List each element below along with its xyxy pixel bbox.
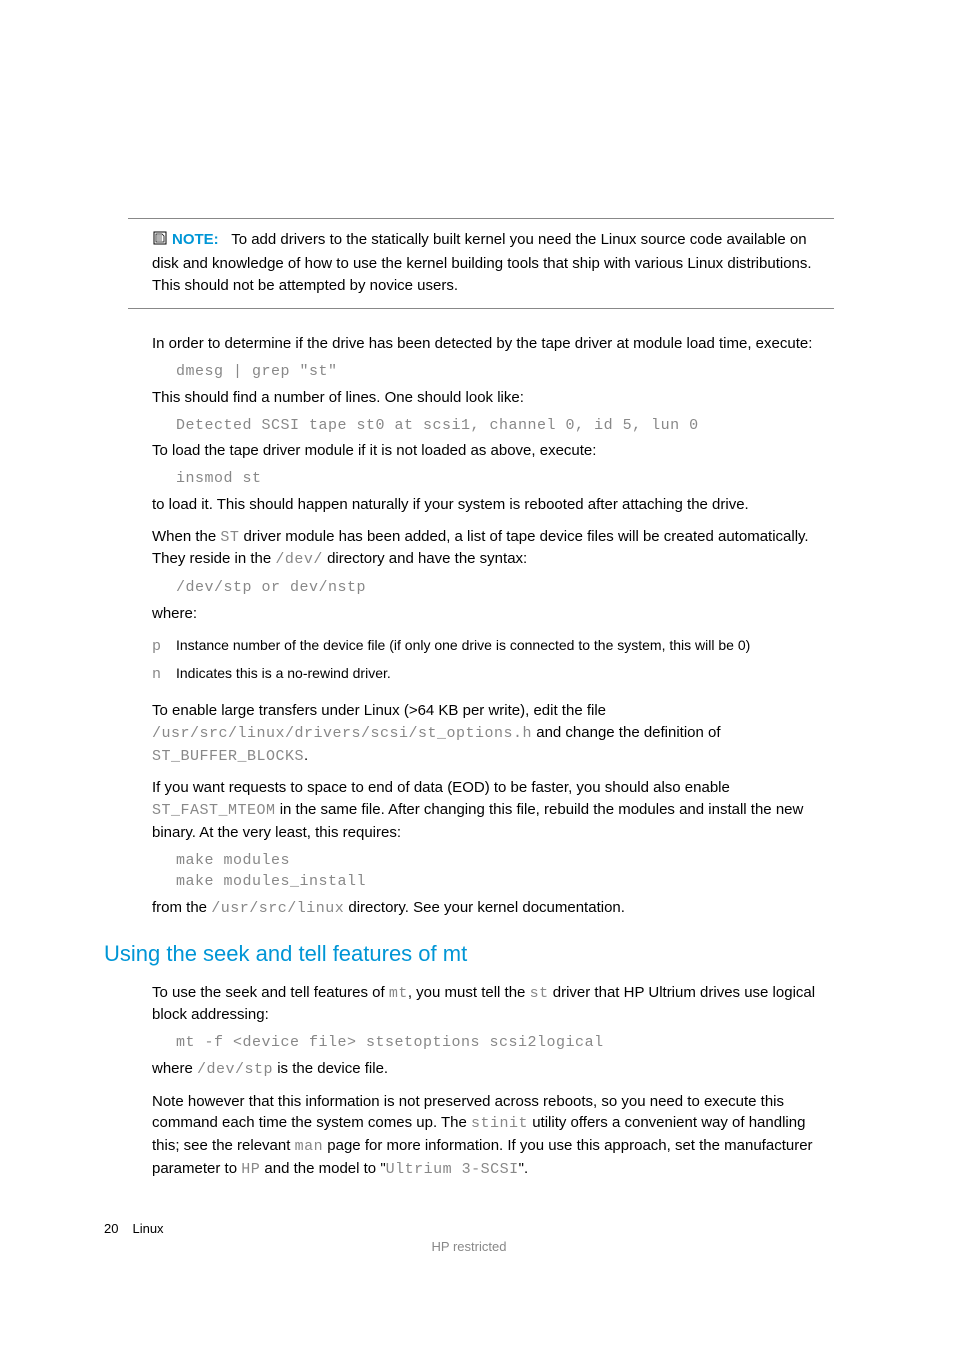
code-detected: Detected SCSI tape st0 at scsi1, channel… (176, 415, 834, 437)
code-st2: st (530, 985, 549, 1002)
para-from: from the /usr/src/linux directory. See y… (152, 897, 834, 920)
note-icon (152, 230, 168, 253)
para-transfers: To enable large transfers under Linux (>… (152, 700, 834, 767)
para-reboot-note: Note however that this information is no… (152, 1091, 834, 1181)
def-desc-n: Indicates this is a no-rewind driver. (176, 663, 391, 683)
code-man: man (295, 1138, 324, 1155)
code-usrsrclinux: /usr/src/linux (211, 900, 344, 917)
page-content: NOTE: To add drivers to the statically b… (0, 0, 954, 1215)
code-mtcmd: mt -f <device file> stsetoptions scsi2lo… (176, 1032, 834, 1054)
code-devstp2: /dev/stp (197, 1061, 273, 1078)
def-row: n Indicates this is a no-rewind driver. (152, 663, 834, 686)
code-stinit: stinit (471, 1115, 528, 1132)
para-seek-tell: To use the seek and tell features of mt,… (152, 982, 834, 1027)
note-block: NOTE: To add drivers to the statically b… (128, 218, 834, 309)
code-insmod: insmod st (176, 468, 834, 490)
def-desc-p: Instance number of the device file (if o… (176, 635, 750, 655)
code-dev: /dev/ (275, 551, 323, 568)
para-lines: This should find a number of lines. One … (152, 387, 834, 409)
definition-list: p Instance number of the device file (if… (152, 635, 834, 687)
note-label: NOTE: (172, 231, 219, 248)
para-devfile: where /dev/stp is the device file. (152, 1058, 834, 1081)
footer-left: 20 Linux (104, 1220, 834, 1239)
code-make: make modules make modules_install (176, 850, 834, 894)
def-term-n: n (152, 664, 176, 686)
code-mteom: ST_FAST_MTEOM (152, 802, 276, 819)
para-load-driver: To load the tape driver module if it is … (152, 440, 834, 462)
code-ultrium: Ultrium 3-SCSI (386, 1161, 519, 1178)
code-devstp: /dev/stp or dev/nstp (176, 577, 834, 599)
page-footer: 20Linux HP restricted (104, 1220, 834, 1239)
para-detect-drive: In order to determine if the drive has b… (152, 333, 834, 355)
code-hp: HP (241, 1161, 260, 1178)
heading-seek-tell: Using the seek and tell features of mt (104, 938, 834, 970)
def-term-p: p (152, 636, 176, 658)
code-st: ST (220, 529, 239, 546)
para-reboot: to load it. This should happen naturally… (152, 494, 834, 516)
note-text: To add drivers to the statically built k… (152, 231, 812, 294)
para-st-driver: When the ST driver module has been added… (152, 526, 834, 572)
code-stoptions: /usr/src/linux/drivers/scsi/st_options.h (152, 725, 532, 742)
code-mt: mt (389, 985, 408, 1002)
footer-section: Linux (132, 1221, 163, 1236)
footer-restricted: HP restricted (104, 1238, 834, 1257)
page-number: 20 (104, 1220, 118, 1239)
para-where: where: (152, 603, 834, 625)
code-dmesg: dmesg | grep "st" (176, 361, 834, 383)
def-row: p Instance number of the device file (if… (152, 635, 834, 658)
para-eod: If you want requests to space to end of … (152, 777, 834, 843)
code-stbuffer: ST_BUFFER_BLOCKS (152, 748, 304, 765)
